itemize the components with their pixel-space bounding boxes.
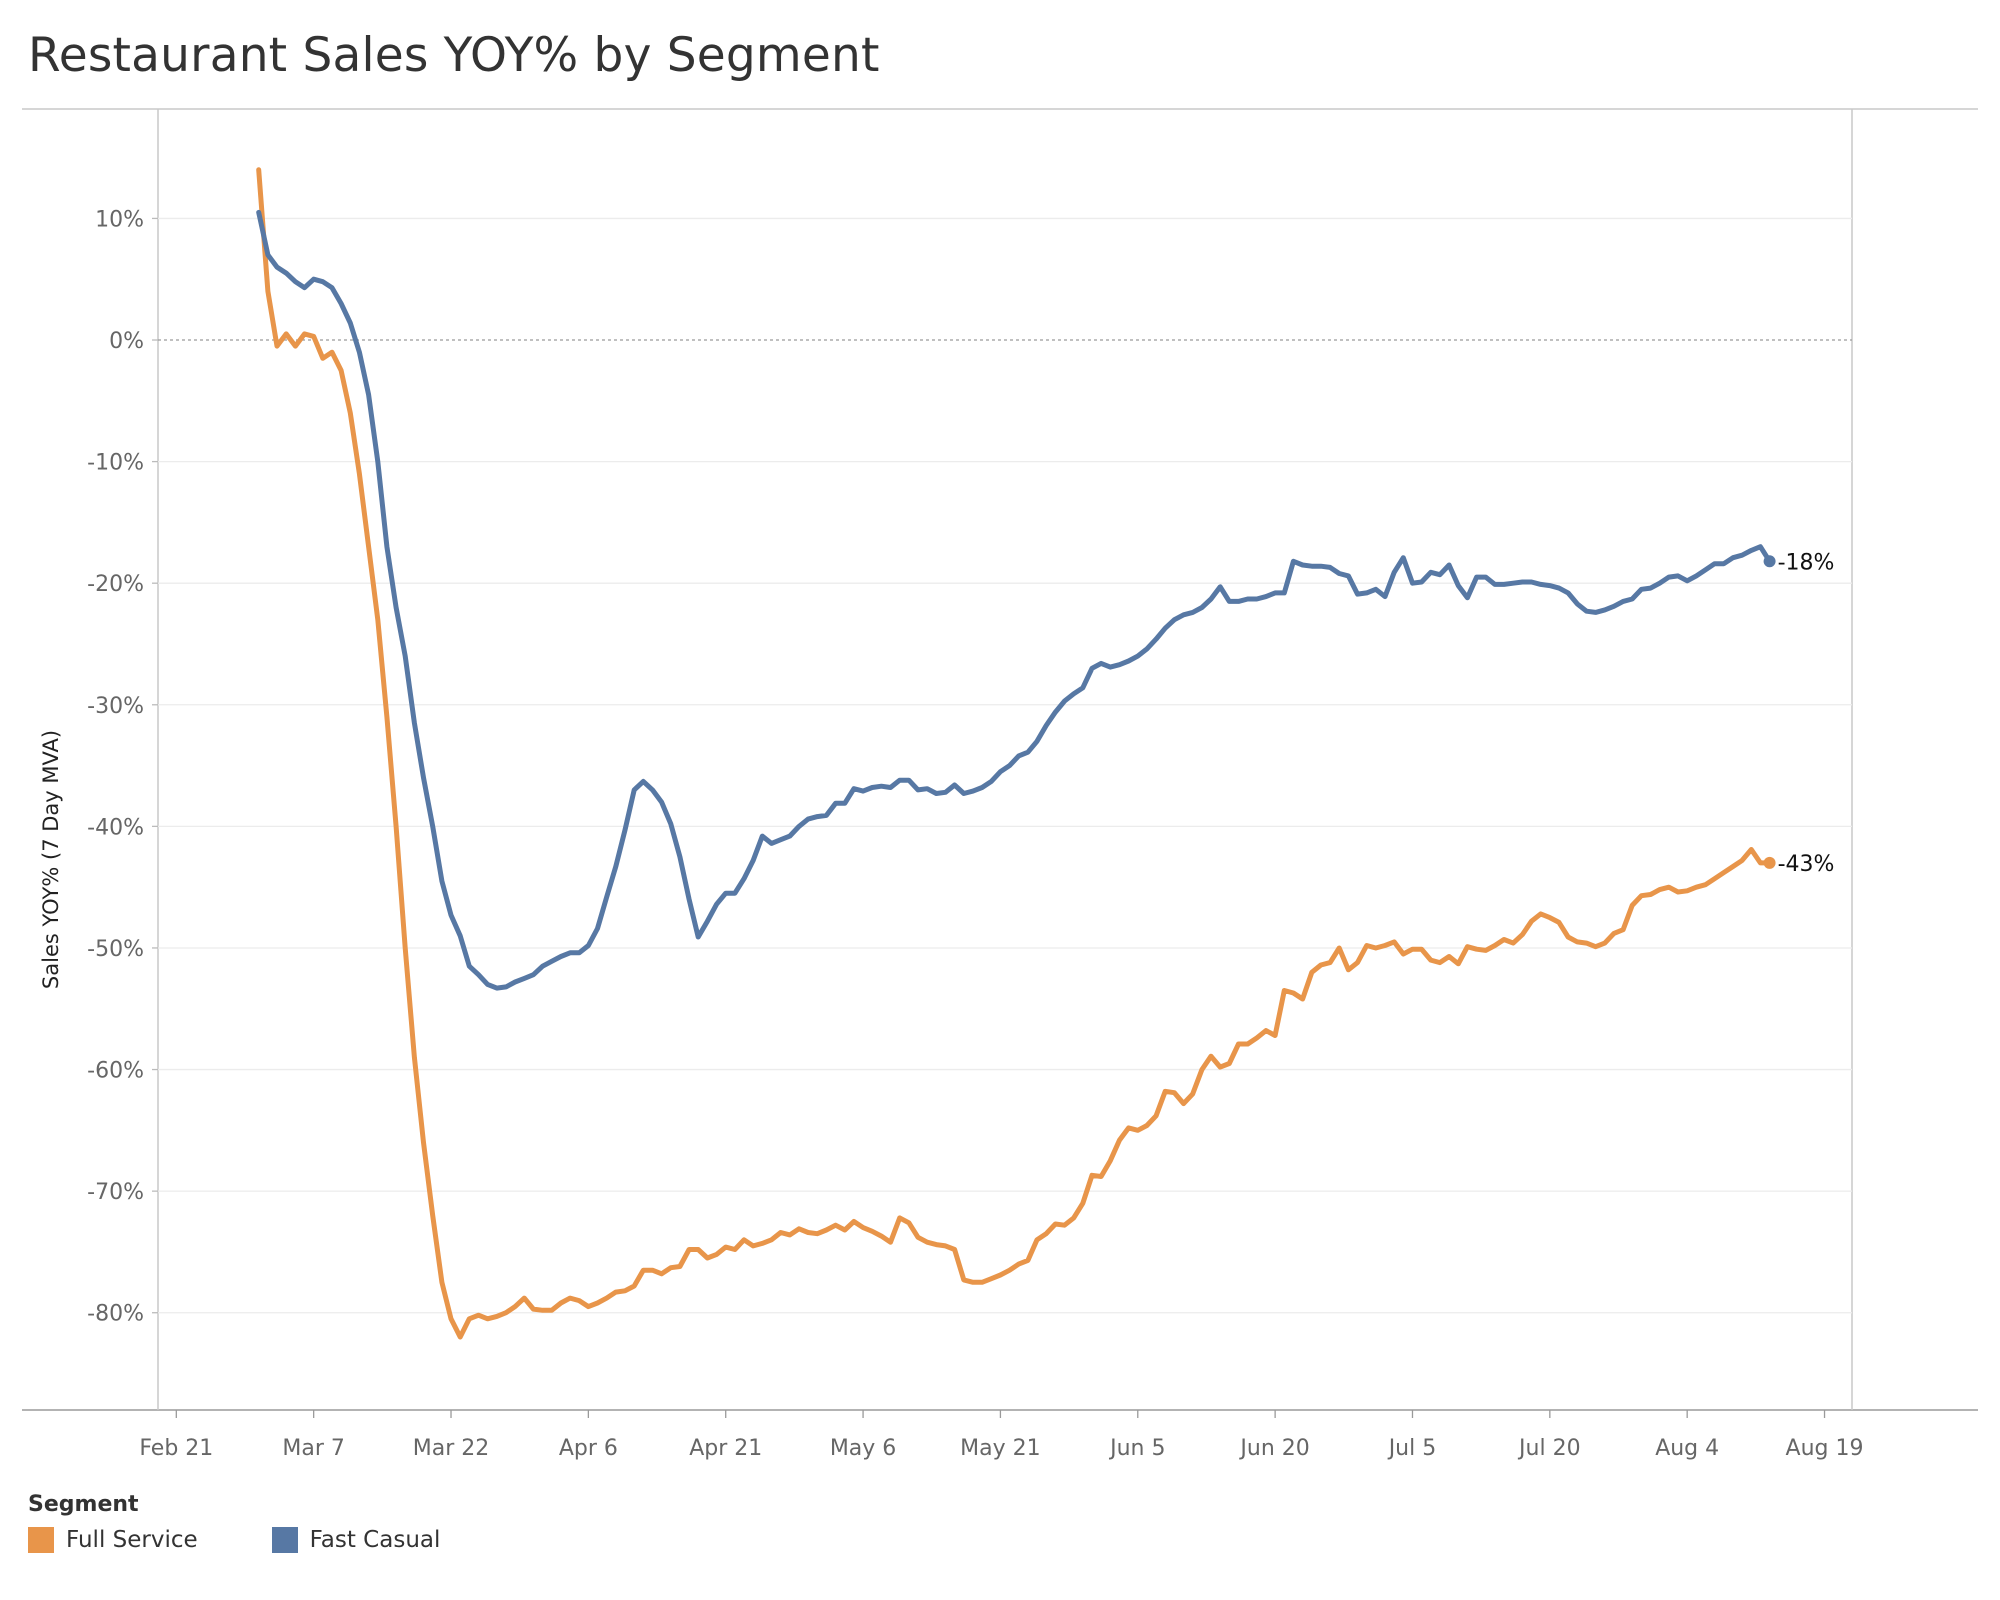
end-label-full-service: -43% — [1778, 852, 1835, 877]
x-tick-label: Apr 21 — [689, 1436, 762, 1461]
legend-items: Full Service Fast Casual — [28, 1527, 440, 1553]
x-tick-label: Jul 20 — [1517, 1436, 1581, 1461]
x-tick-label: Aug 19 — [1786, 1436, 1864, 1461]
gridlines — [158, 217, 1852, 1314]
series-line-full-service — [256, 167, 1773, 1340]
x-tick-label: Mar 22 — [413, 1436, 490, 1461]
x-tick-label: May 6 — [830, 1436, 896, 1461]
y-tick-label: -30% — [87, 694, 144, 719]
legend-label: Full Service — [66, 1527, 198, 1553]
end-labels: -43% -18% — [1763, 550, 1835, 877]
chart-frame — [22, 108, 1978, 1411]
x-tick-label: May 21 — [960, 1436, 1040, 1461]
x-tick-label: Mar 7 — [282, 1436, 345, 1461]
end-label-fast-casual: -18% — [1778, 550, 1835, 575]
y-tick-label: -60% — [87, 1059, 144, 1084]
y-tick-label: -10% — [87, 451, 144, 476]
y-tick-label: -50% — [87, 937, 144, 962]
y-tick-label: -20% — [87, 572, 144, 597]
y-axis-label: Sales YOY% (7 Day MVA) — [39, 730, 63, 989]
legend-label: Fast Casual — [309, 1527, 441, 1553]
x-tick-label: Feb 21 — [139, 1436, 213, 1461]
legend-item: Full Service — [28, 1527, 198, 1553]
end-point-fast-casual — [1763, 555, 1776, 568]
x-tick-label: Apr 6 — [559, 1436, 618, 1461]
line-chart: 10% 0% -10% -20% -30% -40% -50% -60% -70% -80% Fe… — [22, 108, 1978, 1461]
x-tick-label: Jun 20 — [1238, 1436, 1309, 1461]
y-tick-label: -40% — [87, 815, 144, 840]
x-axis-ticks: Feb 21 Mar 7 Mar 22 Apr 6 Apr 21 May 6 May 21 J… — [139, 1410, 1864, 1461]
legend-swatch — [28, 1527, 54, 1553]
chart-title: Restaurant Sales YOY% by Segment — [28, 28, 880, 83]
series-lines — [256, 167, 1773, 1340]
series-line-fast-casual — [256, 209, 1773, 991]
legend: Segment Full Service Fast Casual — [28, 1492, 440, 1553]
end-point-full-service — [1763, 856, 1776, 869]
x-tick-label: Jun 5 — [1108, 1436, 1165, 1461]
y-tick-label: -70% — [87, 1180, 144, 1205]
x-tick-label: Aug 4 — [1655, 1436, 1719, 1461]
legend-title: Segment — [28, 1492, 139, 1517]
legend-item: Fast Casual — [271, 1527, 441, 1553]
y-tick-label: 0% — [109, 329, 144, 354]
legend-swatch — [271, 1527, 298, 1553]
y-tick-label: 10% — [95, 207, 144, 232]
x-tick-label: Jul 5 — [1387, 1436, 1437, 1461]
y-tick-label: -80% — [87, 1302, 144, 1327]
y-axis-ticks: 10% 0% -10% -20% -30% -40% -50% -60% -70% -80% — [87, 207, 158, 1327]
